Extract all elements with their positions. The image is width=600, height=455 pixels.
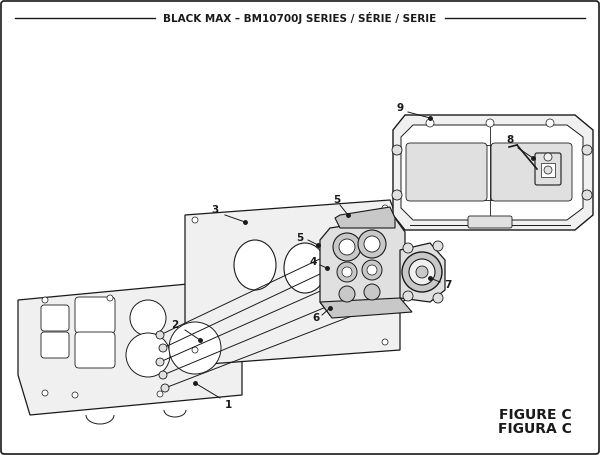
Circle shape (388, 258, 392, 263)
Circle shape (342, 267, 352, 277)
Circle shape (126, 333, 170, 377)
Text: 3: 3 (211, 205, 218, 215)
Circle shape (433, 293, 443, 303)
FancyBboxPatch shape (535, 153, 561, 185)
Circle shape (159, 344, 167, 352)
Circle shape (544, 153, 552, 161)
Circle shape (364, 236, 380, 252)
Polygon shape (320, 218, 405, 315)
Text: 6: 6 (313, 313, 320, 323)
Circle shape (392, 145, 402, 155)
Ellipse shape (334, 245, 376, 295)
Text: FIGURA C: FIGURA C (498, 422, 572, 436)
Circle shape (72, 392, 78, 398)
Text: 7: 7 (445, 280, 452, 290)
Circle shape (582, 145, 592, 155)
Polygon shape (320, 298, 412, 318)
Circle shape (107, 295, 113, 301)
Circle shape (409, 259, 435, 285)
Circle shape (42, 390, 48, 396)
Polygon shape (400, 243, 445, 302)
Circle shape (157, 391, 163, 397)
Circle shape (156, 358, 164, 366)
Polygon shape (18, 280, 242, 415)
Circle shape (333, 233, 361, 261)
Text: 9: 9 (397, 103, 404, 113)
Circle shape (161, 384, 169, 392)
Circle shape (403, 243, 413, 253)
Circle shape (546, 119, 554, 127)
Circle shape (382, 205, 388, 211)
Text: 1: 1 (224, 400, 232, 410)
Circle shape (156, 331, 164, 339)
Circle shape (339, 286, 355, 302)
Circle shape (486, 119, 494, 127)
Circle shape (169, 322, 221, 374)
Text: BLACK MAX – BM10700J SERIES / SÉRIE / SERIE: BLACK MAX – BM10700J SERIES / SÉRIE / SE… (163, 12, 437, 24)
Circle shape (426, 119, 434, 127)
Circle shape (159, 371, 167, 379)
Text: 4: 4 (310, 257, 317, 267)
FancyBboxPatch shape (41, 305, 69, 331)
Polygon shape (185, 200, 400, 365)
Circle shape (433, 241, 443, 251)
Circle shape (582, 190, 592, 200)
Circle shape (358, 230, 386, 258)
Circle shape (192, 347, 198, 353)
Circle shape (339, 239, 355, 255)
Bar (541, 163, 555, 177)
Polygon shape (335, 207, 395, 228)
Text: 5: 5 (334, 195, 341, 205)
FancyBboxPatch shape (491, 143, 572, 201)
Circle shape (544, 166, 552, 174)
Text: FIGURE C: FIGURE C (499, 408, 572, 422)
FancyBboxPatch shape (468, 216, 512, 228)
Circle shape (402, 252, 442, 292)
FancyBboxPatch shape (41, 332, 69, 358)
Circle shape (130, 300, 166, 336)
Circle shape (403, 291, 413, 301)
Text: 8: 8 (506, 135, 514, 145)
Text: 2: 2 (172, 320, 179, 330)
Polygon shape (393, 115, 593, 230)
Circle shape (367, 265, 377, 275)
FancyBboxPatch shape (75, 297, 115, 333)
Ellipse shape (234, 240, 276, 290)
Circle shape (337, 262, 357, 282)
Circle shape (364, 284, 380, 300)
Circle shape (392, 190, 402, 200)
Circle shape (362, 260, 382, 280)
Circle shape (416, 266, 428, 278)
FancyBboxPatch shape (75, 332, 115, 368)
Circle shape (42, 297, 48, 303)
Circle shape (192, 217, 198, 223)
Circle shape (388, 229, 392, 234)
Circle shape (388, 288, 392, 293)
Ellipse shape (284, 243, 326, 293)
Circle shape (382, 339, 388, 345)
Polygon shape (401, 125, 583, 220)
FancyBboxPatch shape (406, 143, 487, 201)
Text: 5: 5 (296, 233, 304, 243)
